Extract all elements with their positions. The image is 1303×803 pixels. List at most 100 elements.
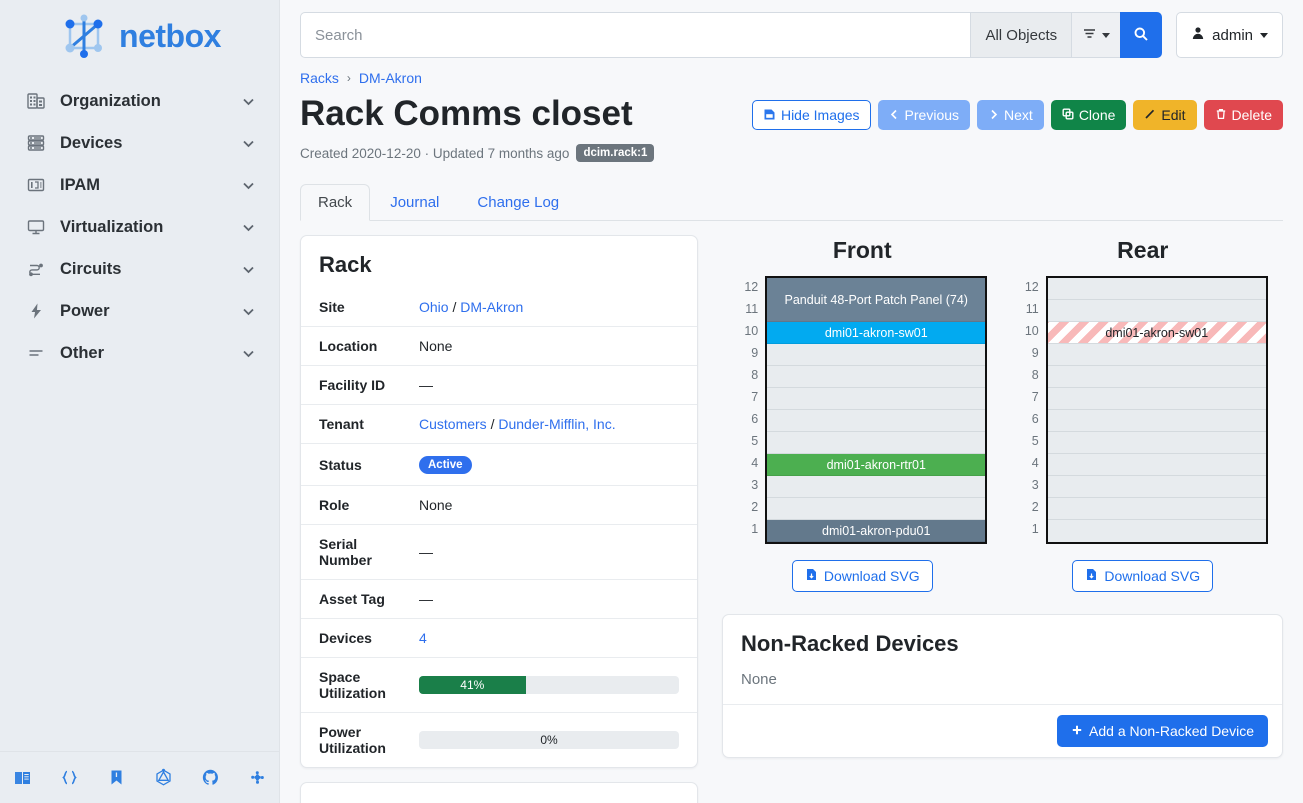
rack-unit-empty[interactable] — [767, 388, 986, 411]
rack-unit-empty[interactable] — [1047, 300, 1266, 323]
search-submit-button[interactable] — [1120, 12, 1163, 58]
front-unit-numbers: 12 11 10 9 8 7 6 5 4 3 2 1 — [737, 276, 765, 540]
table-row: Location None — [301, 326, 697, 366]
devices-count-link[interactable]: 4 — [419, 630, 427, 647]
sidebar-label: Other — [60, 343, 105, 362]
page-header: Rack Comms closet Created 2020-12-20 · U… — [300, 90, 1283, 163]
bookmark-icon[interactable] — [107, 768, 126, 787]
rack-unit-device[interactable]: dmi01-akron-pdu01 — [767, 520, 986, 543]
search-scope-button[interactable]: All Objects — [970, 12, 1072, 58]
tenant-group-link[interactable]: Customers — [419, 416, 487, 433]
graphql-icon[interactable] — [154, 768, 173, 787]
rack-unit-number: 10 — [744, 324, 759, 339]
rack-unit-empty[interactable] — [1047, 498, 1266, 521]
rack-unit-empty[interactable] — [1047, 520, 1266, 543]
sidebar-item-power[interactable]: Power — [0, 290, 279, 332]
rack-unit-number: 2 — [751, 500, 759, 515]
space-utilization-bar: 41% — [419, 676, 679, 695]
sidebar-label: IPAM — [60, 175, 101, 194]
front-download-row: Download SVG — [791, 560, 933, 593]
breadcrumb-racks-link[interactable]: Racks — [300, 70, 339, 86]
edit-button[interactable]: Edit — [1133, 100, 1197, 130]
file-download-icon — [805, 568, 818, 584]
chevron-down-icon — [240, 177, 257, 194]
rack-unit-empty[interactable] — [1047, 366, 1266, 389]
tab-journal[interactable]: Journal — [390, 194, 440, 212]
row-value: Customers / Dunder-Mifflin, Inc. — [413, 404, 697, 444]
sidebar-item-circuits[interactable]: Circuits — [0, 248, 279, 290]
download-svg-rear-button[interactable]: Download SVG — [1072, 560, 1214, 593]
sidebar-item-virtualization[interactable]: Virtualization — [0, 206, 279, 248]
tab-change-log[interactable]: Change Log — [477, 194, 560, 212]
rack-unit-empty[interactable] — [767, 366, 986, 389]
search-filter-dropdown[interactable] — [1071, 12, 1121, 58]
user-menu-button[interactable]: admin — [1176, 12, 1283, 58]
sidebar-item-ipam[interactable]: IPAM — [0, 164, 279, 206]
serial-number-value: — — [413, 524, 697, 580]
table-row: Space Utilization 41% — [301, 657, 697, 713]
rack-unit-empty[interactable] — [767, 410, 986, 433]
front-rack-wrap: 12 11 10 9 8 7 6 5 4 3 2 1 Panduit 48-Port Patch Pa… — [737, 276, 988, 545]
rack-unit-empty[interactable] — [767, 432, 986, 455]
delete-button[interactable]: Delete — [1203, 100, 1283, 130]
button-label: Hide Images — [780, 107, 860, 123]
power-utilization-bar: 0% — [419, 731, 679, 750]
rack-unit-empty[interactable] — [1047, 344, 1266, 367]
api-braces-icon[interactable] — [60, 768, 79, 787]
rack-unit-device[interactable]: dmi01-akron-rtr01 — [767, 454, 986, 477]
site-region-link[interactable]: Ohio — [419, 299, 449, 316]
rack-unit-empty[interactable] — [1047, 476, 1266, 499]
sidebar-label: Virtualization — [60, 217, 164, 236]
next-button[interactable]: Next — [977, 100, 1044, 130]
download-svg-front-button[interactable]: Download SVG — [791, 560, 933, 593]
rack-unit-empty[interactable] — [1047, 278, 1266, 301]
chevron-down-icon — [240, 345, 257, 362]
site-link[interactable]: DM-Akron — [460, 299, 524, 316]
search-input[interactable] — [300, 12, 971, 58]
slack-icon[interactable] — [248, 768, 267, 787]
sidebar-item-organization[interactable]: Organization — [0, 80, 279, 122]
rack-unit-device[interactable]: Panduit 48-Port Patch Panel (74) — [767, 278, 986, 323]
image-icon — [763, 108, 776, 123]
tab-rack[interactable]: Rack — [300, 184, 371, 222]
rack-unit-empty[interactable] — [1047, 454, 1266, 477]
brand-logo[interactable]: netbox — [0, 0, 279, 66]
rear-rack-wrap: 12 11 10 9 8 7 6 5 4 3 2 1 dmi01-akron-sw01 — [1018, 276, 1268, 545]
circuit-icon — [26, 259, 46, 279]
sidebar-item-devices[interactable]: Devices — [0, 122, 279, 164]
ip-grid-icon — [26, 175, 46, 195]
rack-unit-empty[interactable] — [1047, 388, 1266, 411]
add-non-racked-device-button[interactable]: Add a Non-Racked Device — [1057, 715, 1268, 748]
docs-book-icon[interactable] — [13, 768, 32, 787]
chevron-down-icon — [1102, 32, 1111, 38]
rack-unit-device-rear-face[interactable]: dmi01-akron-sw01 — [1047, 322, 1266, 345]
sidebar-label: Organization — [60, 91, 161, 110]
rack-unit-number: 5 — [751, 434, 759, 449]
table-row: Site Ohio / DM-Akron — [301, 288, 697, 327]
row-label: Space Utilization — [301, 657, 413, 713]
button-label: Next — [1004, 107, 1033, 123]
row-value: Active — [413, 443, 697, 486]
rack-unit-empty[interactable] — [767, 498, 986, 521]
rack-unit-device[interactable]: dmi01-akron-sw01 — [767, 322, 986, 345]
github-icon[interactable] — [201, 768, 220, 787]
clone-button[interactable]: Clone — [1050, 100, 1127, 130]
breadcrumb-site-link[interactable]: DM-Akron — [358, 70, 422, 86]
power-utilization-value: 0% — [540, 733, 558, 748]
rack-unit-number: 1 — [1031, 522, 1039, 537]
rack-unit-number: 7 — [1031, 390, 1039, 405]
table-row: Power Utilization 0% — [301, 712, 697, 768]
hide-images-button[interactable]: Hide Images — [751, 100, 871, 130]
rack-unit-empty[interactable] — [767, 344, 986, 367]
tenant-link[interactable]: Dunder-Mifflin, Inc. — [498, 416, 616, 433]
row-label: Power Utilization — [301, 712, 413, 768]
sidebar-footer — [0, 751, 279, 803]
rack-unit-empty[interactable] — [767, 476, 986, 499]
search-bar: All Objects — [300, 12, 1163, 58]
sidebar-item-other[interactable]: Other — [0, 332, 279, 374]
previous-button[interactable]: Previous — [877, 100, 971, 130]
rack-unit-empty[interactable] — [1047, 432, 1266, 455]
rack-unit-empty[interactable] — [1047, 410, 1266, 433]
sidebar: netbox Organization — [0, 0, 280, 803]
sidebar-label: Devices — [60, 133, 123, 152]
